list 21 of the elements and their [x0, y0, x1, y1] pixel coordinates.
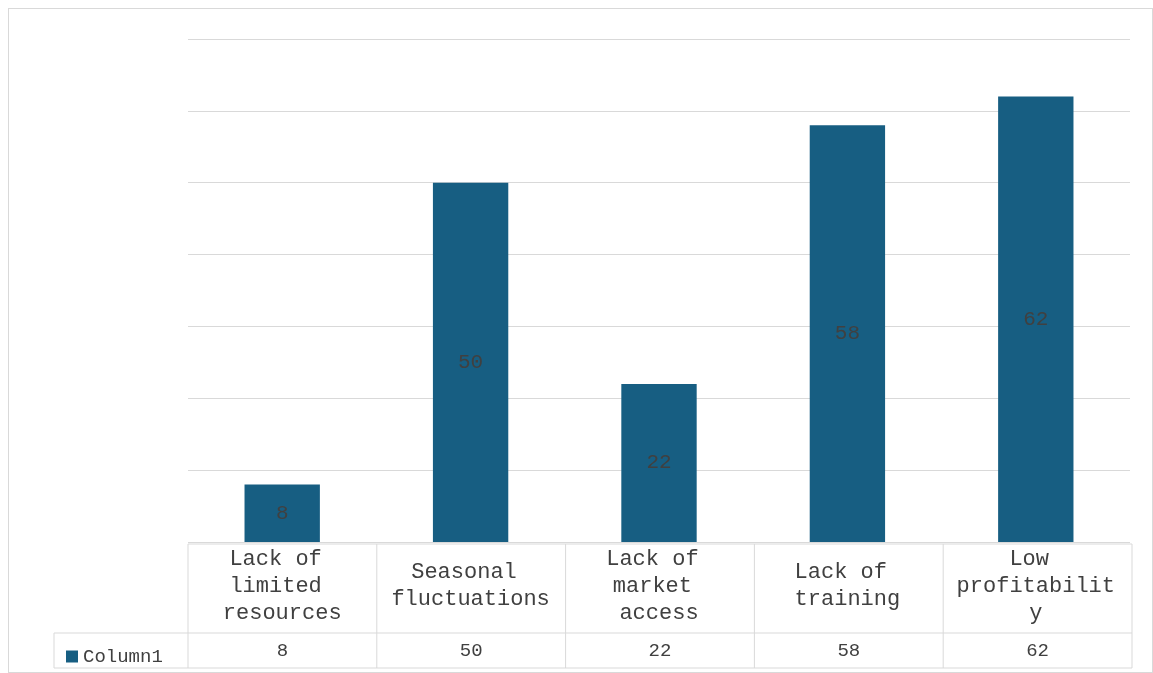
- data-label: 50: [459, 639, 483, 662]
- text: 58: [834, 322, 861, 346]
- text: 50: [457, 350, 484, 374]
- x-tick-label: Low profitability: [956, 546, 1116, 626]
- x-tick-label: Lack of training: [794, 560, 901, 612]
- bar: [244, 484, 320, 542]
- x-tick-label: Lack of limited resources: [222, 546, 342, 626]
- data-label: 22: [648, 639, 672, 662]
- data-label: 58: [837, 639, 861, 662]
- bar: [432, 182, 509, 542]
- data-label: 8: [276, 639, 289, 662]
- x-tick-label: Seasonal fluctuations: [391, 560, 550, 612]
- text: 62: [1023, 307, 1049, 331]
- bar: [998, 96, 1074, 542]
- text: 8: [275, 501, 289, 525]
- x-tick-label: Lack of market access: [606, 546, 712, 626]
- bar: [809, 125, 886, 542]
- text: 22: [646, 451, 672, 475]
- data-label: 62: [1026, 639, 1050, 662]
- legend-label: Column1: [83, 645, 163, 668]
- bar: [621, 383, 697, 542]
